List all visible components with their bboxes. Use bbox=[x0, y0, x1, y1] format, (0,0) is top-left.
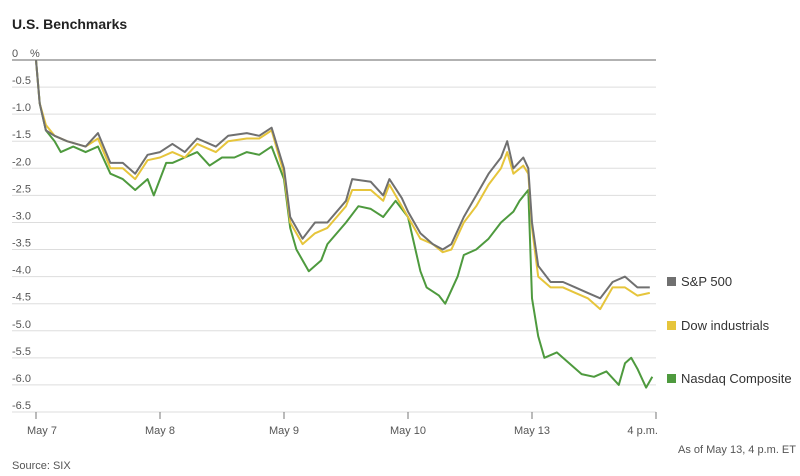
y-tick-label: -2.0 bbox=[12, 156, 31, 168]
legend-label: Dow industrials bbox=[681, 318, 770, 333]
x-tick-label: May 13 bbox=[514, 425, 550, 437]
y-tick-label: -6.5 bbox=[12, 400, 31, 412]
y-tick-label: -5.5 bbox=[12, 346, 31, 358]
y-tick-label: -5.0 bbox=[12, 319, 31, 331]
y-tick-label: -1.5 bbox=[12, 129, 31, 141]
y-tick-label: -3.5 bbox=[12, 238, 31, 250]
y-tick-label: -4.5 bbox=[12, 292, 31, 304]
y-tick-label: -4.0 bbox=[12, 265, 31, 277]
source-note: Source: SIX bbox=[12, 460, 71, 472]
y-tick-label: -1.0 bbox=[12, 102, 31, 114]
y-tick-label: -0.5 bbox=[12, 75, 31, 87]
legend-swatch bbox=[667, 277, 676, 286]
x-axis-ticks: May 7 May 8 May 9 May 10 May 13 4 p.m. bbox=[27, 412, 658, 437]
chart-title: U.S. Benchmarks bbox=[12, 16, 128, 32]
legend-swatch bbox=[667, 374, 676, 383]
y-tick-label: -6.0 bbox=[12, 373, 31, 385]
legend-label: S&P 500 bbox=[681, 274, 732, 289]
legend-label: Nasdaq Composite bbox=[681, 371, 792, 386]
series-line-nasdaq-composite bbox=[35, 59, 654, 389]
y-tick-label: -2.5 bbox=[12, 183, 31, 195]
x-tick-label: 4 p.m. bbox=[627, 425, 658, 437]
y-axis-ticks: 0 -0.5 -1.0 -1.5 -2.0 -2.5 -3.0 -3.5 -4.0 -4.5 -5.… bbox=[12, 48, 31, 412]
x-tick-label: May 9 bbox=[269, 425, 299, 437]
series-line-s-p-500 bbox=[35, 59, 650, 300]
x-tick-label: May 10 bbox=[390, 425, 426, 437]
timestamp-note: As of May 13, 4 p.m. ET bbox=[678, 444, 796, 456]
x-tick-label: May 8 bbox=[145, 425, 175, 437]
series-lines bbox=[35, 59, 654, 389]
legend: S&P 500 Dow industrials Nasdaq Composite bbox=[667, 274, 792, 386]
grid-lines bbox=[12, 59, 656, 413]
legend-swatch bbox=[667, 321, 676, 330]
series-line-dow-industrials bbox=[35, 59, 651, 311]
y-tick-label: -3.0 bbox=[12, 210, 31, 222]
y-axis-unit-label: % bbox=[30, 48, 40, 60]
y-tick-label: 0 bbox=[12, 48, 18, 60]
x-tick-label: May 7 bbox=[27, 425, 57, 437]
